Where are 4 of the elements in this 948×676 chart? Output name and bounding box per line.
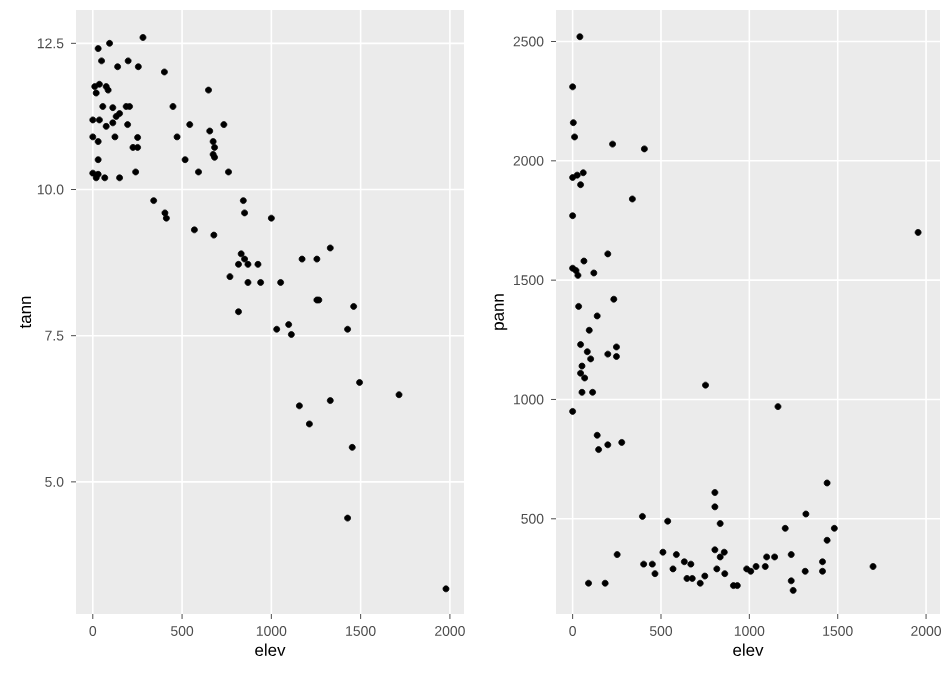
x-axis-title: elev bbox=[255, 643, 286, 657]
y-axis-title: tann bbox=[20, 296, 32, 329]
x-axis-title: elev bbox=[733, 643, 764, 657]
y-axis-title: pann bbox=[494, 294, 508, 330]
